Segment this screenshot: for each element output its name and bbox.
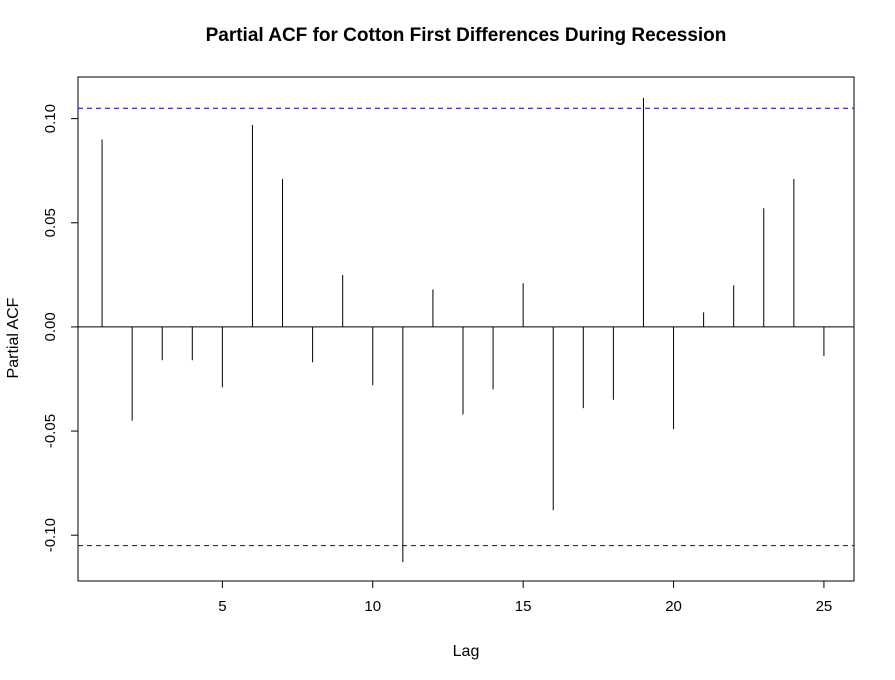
x-tick-label-5: 5 (218, 598, 226, 615)
y-tick-label-2: 0.00 (42, 312, 59, 341)
x-tick-label-20: 20 (665, 598, 682, 615)
plot-marks: 5 10 15 20 25 -0.10 -0.05 0.00 0.05 0.10 (42, 97, 854, 615)
y-tick-label-0: -0.10 (42, 518, 59, 552)
x-tick-label-10: 10 (364, 598, 381, 615)
x-tick-label-25: 25 (816, 598, 833, 615)
y-tick-label-4: 0.10 (42, 104, 59, 133)
plot-frame (77, 76, 855, 582)
x-axis-label: Lag (453, 643, 480, 660)
y-tick-label-1: -0.05 (42, 414, 59, 448)
y-tick-label-3: 0.05 (42, 208, 59, 237)
x-tick-label-15: 15 (515, 598, 532, 615)
chart-title: Partial ACF for Cotton First Differences… (206, 25, 727, 46)
y-axis-label: Partial ACF (5, 297, 22, 378)
